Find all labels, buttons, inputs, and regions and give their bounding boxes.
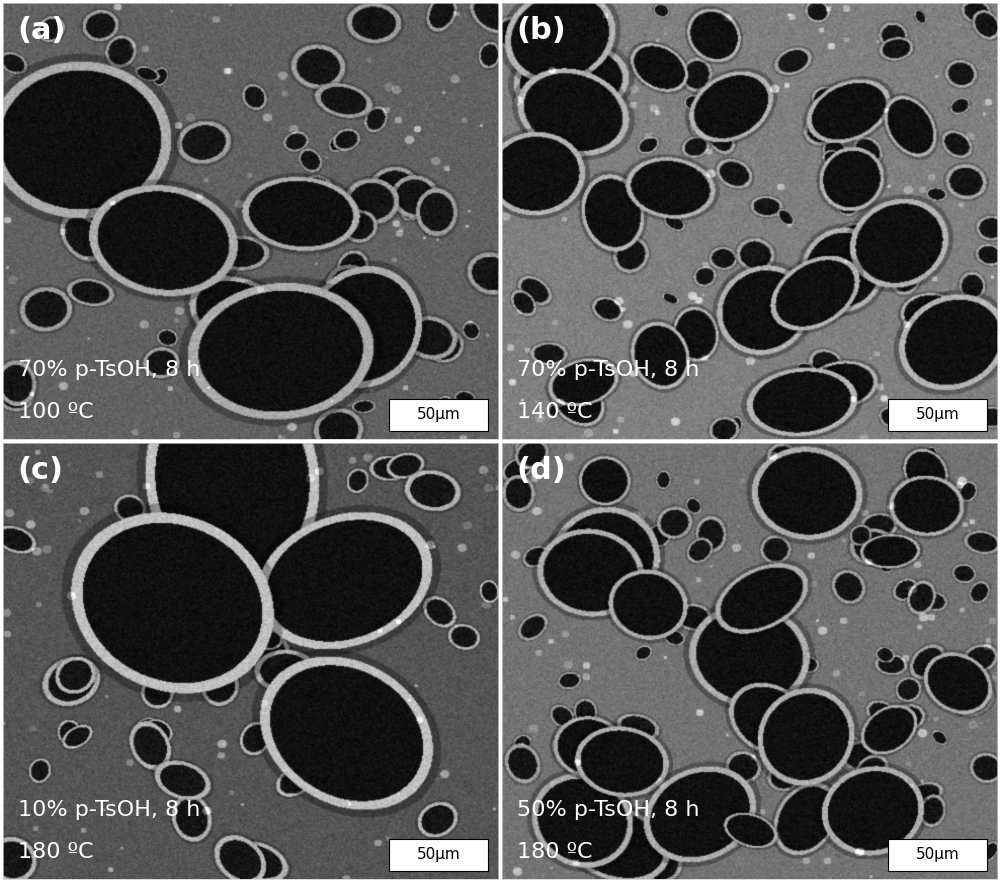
Text: 180 ºC: 180 ºC — [517, 842, 592, 862]
Text: 50% p-TsOH, 8 h: 50% p-TsOH, 8 h — [517, 800, 699, 820]
Text: (d): (d) — [517, 456, 567, 485]
Bar — [389, 839, 488, 871]
Text: 180 ºC: 180 ºC — [18, 842, 93, 862]
Bar — [389, 399, 488, 430]
Text: (c): (c) — [18, 456, 64, 485]
Text: 50μm: 50μm — [916, 848, 959, 863]
Text: 100 ºC: 100 ºC — [18, 402, 93, 422]
Text: (a): (a) — [18, 16, 66, 45]
Text: 70% p-TsOH, 8 h: 70% p-TsOH, 8 h — [517, 361, 699, 380]
Bar — [888, 839, 987, 871]
Text: 50μm: 50μm — [916, 407, 959, 422]
Text: 140 ºC: 140 ºC — [517, 402, 592, 422]
Text: 50μm: 50μm — [417, 407, 460, 422]
Text: 10% p-TsOH, 8 h: 10% p-TsOH, 8 h — [18, 800, 200, 820]
Bar — [888, 399, 987, 430]
Text: 70% p-TsOH, 8 h: 70% p-TsOH, 8 h — [18, 361, 200, 380]
Text: (b): (b) — [517, 16, 567, 45]
Text: 50μm: 50μm — [417, 848, 460, 863]
